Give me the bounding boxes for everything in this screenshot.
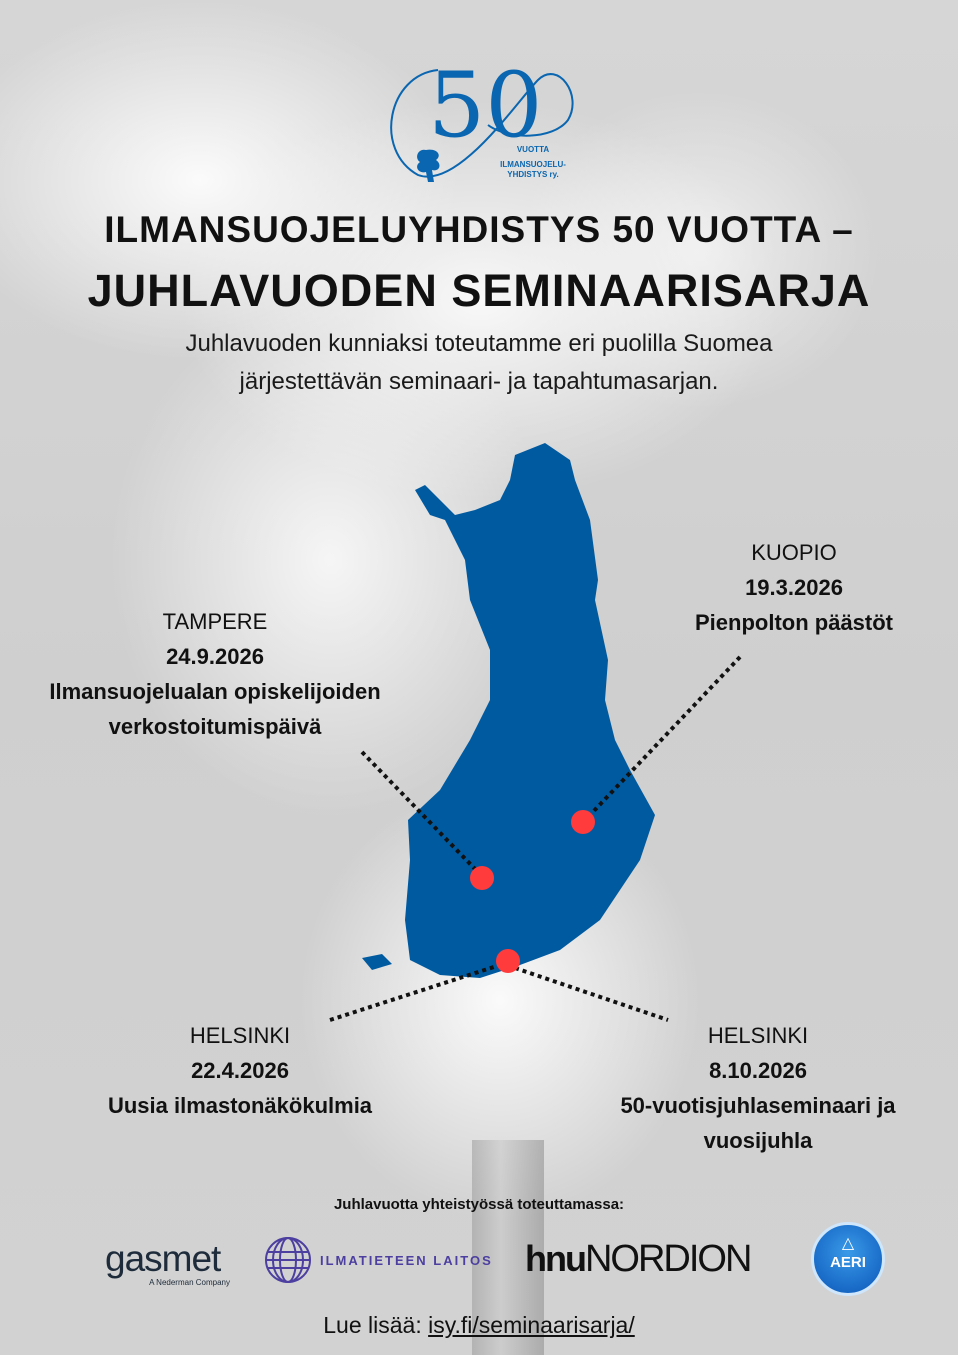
aeri-logo: △ AERI bbox=[811, 1222, 885, 1296]
aeri-triangle-icon: △ bbox=[841, 1235, 855, 1252]
fmi-globe-icon bbox=[265, 1237, 311, 1283]
finland-shape bbox=[405, 443, 655, 978]
svg-text:YHDISTYS ry.: YHDISTYS ry. bbox=[507, 170, 558, 179]
helsinki-right-leader bbox=[514, 966, 669, 1022]
anniversary-logo: 50 VUOTTA ILMANSUOJELU- YHDISTYS ry. bbox=[390, 53, 574, 182]
partners-heading: Juhlavuotta yhteistyössä toteuttamassa: bbox=[333, 1196, 625, 1213]
seminar-series-link[interactable]: isy.fi/seminaarisarja/ bbox=[428, 1312, 635, 1338]
logo-number: 50 bbox=[428, 53, 543, 158]
read-more: Lue lisää: isy.fi/seminaarisarja/ bbox=[323, 1312, 635, 1338]
header-block: ILMANSUOJELUYHDISTYS 50 VUOTTA – JUHLAVU… bbox=[0, 205, 958, 401]
tampere-marker bbox=[470, 866, 494, 890]
kuopio-marker bbox=[571, 810, 595, 834]
event-kuopio: KUOPIO 19.3.2026 Pienpolton päästöt bbox=[695, 540, 893, 635]
helsinki-marker bbox=[496, 949, 520, 973]
tampere-leader bbox=[360, 750, 478, 872]
event-tampere: TAMPERE 24.9.2026 Ilmansuojelualan opisk… bbox=[49, 609, 381, 739]
svg-text:VUOTTA: VUOTTA bbox=[517, 145, 550, 154]
svg-text:ILMANSUOJELU-: ILMANSUOJELU- bbox=[500, 160, 566, 169]
title-line-1: ILMANSUOJELUYHDISTYS 50 VUOTTA – bbox=[104, 209, 854, 250]
fmi-logo: ILMATIETEEN LAITOS bbox=[264, 1236, 493, 1284]
intro-text: Juhlavuoden kunniaksi toteutamme eri puo… bbox=[185, 330, 773, 395]
hnu-nordion-logo: hnu NORDION bbox=[525, 1238, 752, 1280]
event-helsinki-april: HELSINKI 22.4.2026 Uusia ilmastonäkökulm… bbox=[107, 1023, 373, 1118]
helsinki-left-leader bbox=[329, 963, 501, 1022]
title-line-2: JUHLAVUODEN SEMINAARISARJA bbox=[87, 265, 871, 316]
event-helsinki-october: HELSINKI 8.10.2026 50-vuotisjuhlaseminaa… bbox=[620, 1023, 896, 1153]
gasmet-logo: gasmet A Nederman Company bbox=[105, 1238, 230, 1288]
chimney-image bbox=[472, 1140, 544, 1355]
